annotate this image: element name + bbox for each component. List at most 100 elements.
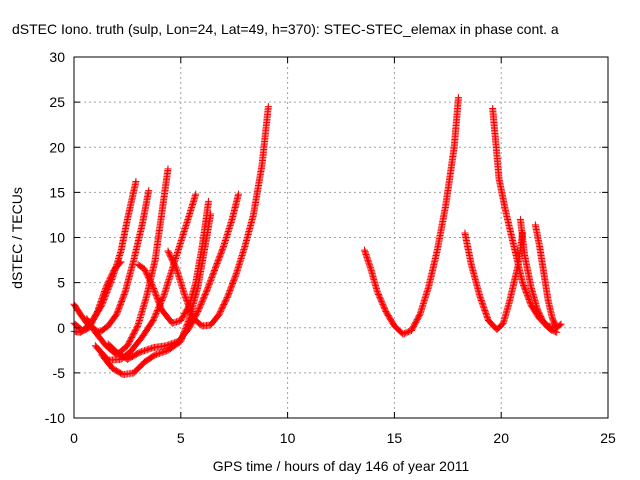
data-point: [162, 342, 170, 350]
data-point: [153, 308, 161, 316]
data-point: [151, 312, 159, 320]
data-point: [194, 306, 202, 314]
y-tick-label: 20: [49, 139, 65, 155]
data-point: [98, 301, 106, 309]
x-tick-label: 20: [493, 430, 509, 446]
data-point: [169, 339, 177, 347]
data-point: [132, 178, 140, 186]
data-point: [454, 94, 462, 102]
data-point: [378, 298, 386, 306]
data-point: [551, 328, 559, 336]
data-point: [148, 344, 156, 352]
x-tick-label: 5: [177, 430, 185, 446]
data-point: [381, 305, 389, 313]
series-arc4: [83, 165, 172, 359]
data-point: [196, 303, 204, 311]
x-axis-label: GPS time / hours of day 146 of year 2011: [213, 458, 470, 474]
data-point: [133, 322, 141, 330]
data-point: [166, 340, 174, 348]
data-point: [556, 321, 564, 329]
x-tick-label: 25: [600, 430, 616, 446]
data-point: [403, 328, 411, 336]
grid: [74, 57, 608, 418]
data-point: [478, 299, 486, 307]
data-point: [149, 317, 157, 325]
data-point: [108, 276, 116, 284]
data-point: [478, 298, 486, 306]
data-point: [146, 345, 154, 353]
data-point: [153, 350, 161, 358]
data-point: [373, 288, 381, 296]
data-point: [201, 290, 209, 298]
data-point: [205, 197, 213, 205]
data-point: [150, 315, 158, 323]
data-point: [405, 328, 413, 336]
data-point: [100, 295, 108, 303]
y-tick-label: -10: [45, 410, 65, 426]
series-arc13: [516, 215, 561, 336]
data-point: [107, 277, 115, 285]
y-tick-label: 10: [49, 230, 65, 246]
data-point: [163, 341, 171, 349]
data-point: [103, 288, 111, 296]
data-point: [380, 303, 388, 311]
data-point: [232, 271, 240, 279]
data-point: [378, 299, 386, 307]
data-point: [479, 301, 487, 309]
chart-title: dSTEC Iono. truth (sulp, Lon=24, Lat=49,…: [12, 21, 559, 37]
data-point: [415, 312, 423, 320]
data-point: [194, 308, 202, 316]
data-point: [104, 286, 112, 294]
data-point: [160, 348, 168, 356]
data-point: [197, 300, 205, 308]
data-point: [482, 311, 490, 319]
data-point: [98, 300, 106, 308]
data-point: [219, 244, 227, 252]
data-point: [198, 298, 206, 306]
data-point: [142, 346, 150, 354]
data-point: [161, 347, 169, 355]
data-point: [379, 302, 387, 310]
x-tick-label: 0: [70, 430, 78, 446]
data-point: [376, 293, 384, 301]
data-point: [99, 298, 107, 306]
data-point: [557, 320, 565, 328]
series-arc7: [104, 190, 242, 363]
data-point: [157, 349, 165, 357]
x-tick-label: 10: [280, 430, 296, 446]
data-point: [374, 289, 382, 297]
data-point: [155, 349, 163, 357]
data-point: [150, 314, 158, 322]
series-arc11: [461, 229, 527, 334]
data-point: [172, 264, 180, 272]
data-point: [185, 303, 193, 311]
data-point: [165, 341, 173, 349]
data-point: [158, 348, 166, 356]
data-point: [195, 305, 203, 313]
y-tick-label: 5: [57, 275, 65, 291]
data-point: [103, 287, 111, 295]
data-point: [154, 350, 162, 358]
y-tick-label: 15: [49, 184, 65, 200]
data-point: [152, 311, 160, 319]
series-arc8: [164, 103, 272, 330]
data-point: [399, 330, 407, 338]
data-point: [196, 302, 204, 310]
data-point: [481, 308, 489, 316]
data-point: [145, 345, 153, 353]
data-point: [480, 305, 488, 313]
data-point: [234, 190, 242, 198]
data-point: [200, 293, 208, 301]
data-point: [101, 293, 109, 301]
y-tick-label: 25: [49, 94, 65, 110]
data-point: [376, 295, 384, 303]
y-tick-label: 30: [49, 49, 65, 65]
data-point: [145, 187, 153, 195]
data-point: [264, 103, 272, 111]
series-arc14: [531, 221, 565, 332]
data-point: [483, 314, 491, 322]
data-point: [199, 296, 207, 304]
series-arc9: [134, 197, 213, 327]
data-point: [377, 296, 385, 304]
